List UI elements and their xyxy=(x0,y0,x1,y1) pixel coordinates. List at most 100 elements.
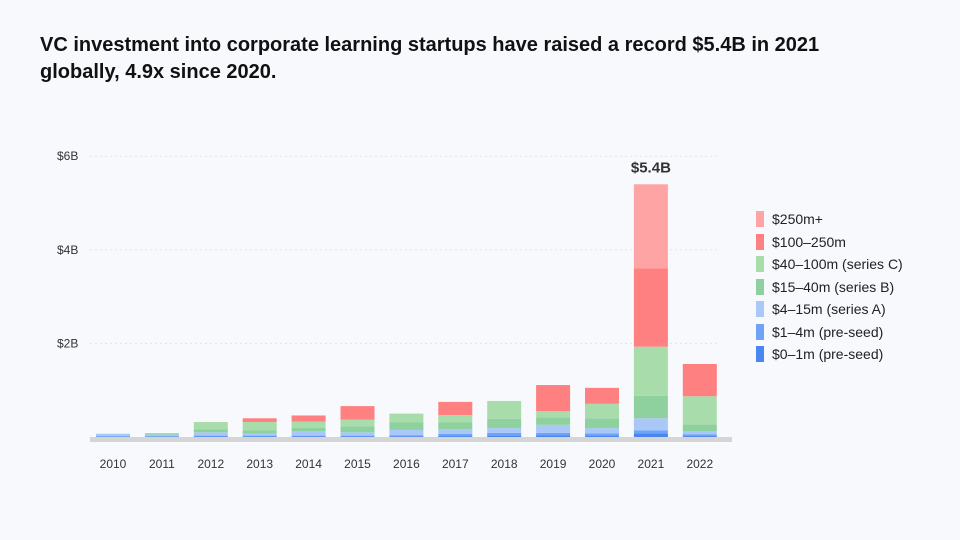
bar-segment xyxy=(291,436,326,438)
bar-segment xyxy=(633,433,668,437)
axis-layer: $2B $4B $6B 2010 2011 2012 2013 2014 2015 2016 201… xyxy=(57,149,732,471)
x-tick-label: 2010 xyxy=(100,457,127,471)
legend-swatch xyxy=(756,323,764,340)
bar-segment xyxy=(487,435,522,437)
bar-segment xyxy=(536,385,571,412)
legend-item: $250m+ xyxy=(756,208,903,231)
legend-swatch xyxy=(756,256,764,273)
bar-segment xyxy=(682,436,717,437)
legend-swatch xyxy=(756,211,764,228)
y-tick-label: $6B xyxy=(57,149,78,163)
x-tick-label: 2013 xyxy=(246,457,273,471)
bar-segment xyxy=(193,432,228,436)
bar-segment xyxy=(144,436,179,437)
bar-segment xyxy=(633,184,668,269)
bar-segment xyxy=(340,436,375,438)
chart-legend: $250m+ $100–250m $40–100m (series C) $15–40… xyxy=(756,208,903,366)
bar-segment xyxy=(487,428,522,433)
grid-layer xyxy=(90,155,718,344)
x-tick-label: 2016 xyxy=(393,457,420,471)
x-tick-label: 2018 xyxy=(491,457,518,471)
chart-title: VC investment into corporate learning st… xyxy=(40,34,820,83)
bar-segment xyxy=(340,426,375,433)
bar-segment xyxy=(536,432,571,436)
bar-segment xyxy=(291,431,326,436)
bar-segment xyxy=(536,424,571,433)
bar-segment xyxy=(144,434,179,437)
legend-swatch xyxy=(756,278,764,295)
x-tick-label: 2021 xyxy=(638,457,665,471)
bar-segment xyxy=(193,435,228,437)
bar-segment xyxy=(536,411,571,418)
legend-label: $1–4m (pre-seed) xyxy=(772,323,884,340)
x-tick-label: 2011 xyxy=(149,457,175,471)
bar-segment xyxy=(389,422,424,430)
bar-segment xyxy=(242,418,277,423)
bar-segment xyxy=(340,432,375,436)
bar-segment xyxy=(585,403,619,419)
bar-segment xyxy=(585,428,619,434)
bar-segment xyxy=(487,418,522,429)
bar-segment xyxy=(633,418,668,431)
x-tick-label: 2014 xyxy=(295,457,322,471)
bar-segment xyxy=(193,429,228,433)
total-annotation: $5.4B xyxy=(631,159,671,176)
bar-segment xyxy=(633,346,668,396)
bar-segment xyxy=(682,431,717,435)
bar-segment xyxy=(193,422,228,430)
legend-item: $1–4m (pre-seed) xyxy=(756,321,903,344)
bar-segment xyxy=(536,417,571,425)
bar-segment xyxy=(487,400,522,419)
bar-segment xyxy=(633,430,668,434)
bar-segment xyxy=(144,433,179,435)
legend-label: $250m+ xyxy=(772,211,823,228)
bar-segment xyxy=(193,436,228,438)
bar-segment xyxy=(585,433,619,436)
bar-segment xyxy=(242,433,277,436)
x-tick-label: 2019 xyxy=(540,457,567,471)
bar-segment xyxy=(340,419,375,427)
y-tick-label: $4B xyxy=(57,243,78,257)
bar-segment xyxy=(389,413,424,423)
bar-segment xyxy=(438,422,473,430)
bar-segment xyxy=(682,396,717,425)
bar-segment xyxy=(438,436,473,437)
x-tick-label: 2022 xyxy=(686,457,713,471)
x-tick-label: 2012 xyxy=(197,457,224,471)
bar-segment xyxy=(340,406,375,420)
bar-segment xyxy=(291,421,326,428)
bar-segment xyxy=(487,432,522,436)
bar-segment xyxy=(585,418,619,429)
bar-segment xyxy=(536,435,571,437)
bar-segment xyxy=(291,427,326,432)
bar-segment xyxy=(340,435,375,437)
y-tick-label: $2B xyxy=(57,336,78,350)
legend-label: $4–15m (series A) xyxy=(772,301,886,318)
bar-segment xyxy=(438,415,473,423)
bar-segment xyxy=(585,387,619,404)
legend-label: $40–100m (series C) xyxy=(772,256,903,273)
bar-layer xyxy=(96,184,717,438)
x-tick-label: 2017 xyxy=(442,457,469,471)
bar-segment xyxy=(389,429,424,436)
x-tick-label: 2020 xyxy=(589,457,616,471)
legend-label: $0–1m (pre-seed) xyxy=(772,346,884,363)
bar-segment xyxy=(96,433,130,437)
legend-item: $0–1m (pre-seed) xyxy=(756,343,903,366)
legend-swatch xyxy=(756,301,764,318)
bar-segment xyxy=(633,268,668,347)
bar-segment xyxy=(438,401,473,416)
legend-swatch xyxy=(756,233,764,250)
bar-segment xyxy=(389,435,424,437)
legend-item: $100–250m xyxy=(756,231,903,254)
legend-item: $15–40m (series B) xyxy=(756,276,903,299)
legend-label: $15–40m (series B) xyxy=(772,278,895,295)
bar-segment xyxy=(291,435,326,437)
bar-segment xyxy=(585,435,619,437)
bar-segment xyxy=(242,422,277,431)
bar-segment xyxy=(389,436,424,438)
legend-swatch xyxy=(756,346,764,363)
bar-segment xyxy=(242,436,277,438)
bar-segment xyxy=(96,436,130,437)
